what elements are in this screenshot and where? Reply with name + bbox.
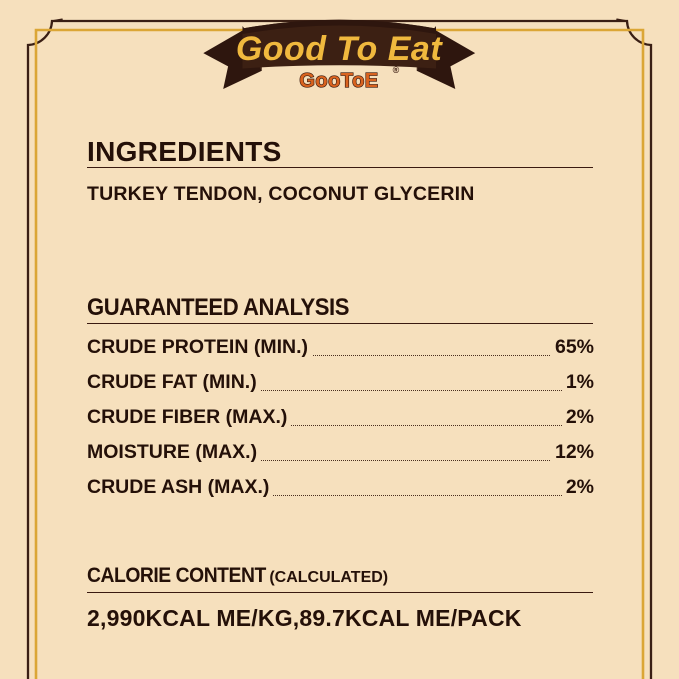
svg-text:®: ® — [393, 65, 400, 75]
svg-text:GooToE: GooToE — [299, 70, 378, 92]
svg-text:Good To Eat: Good To Eat — [236, 30, 444, 68]
